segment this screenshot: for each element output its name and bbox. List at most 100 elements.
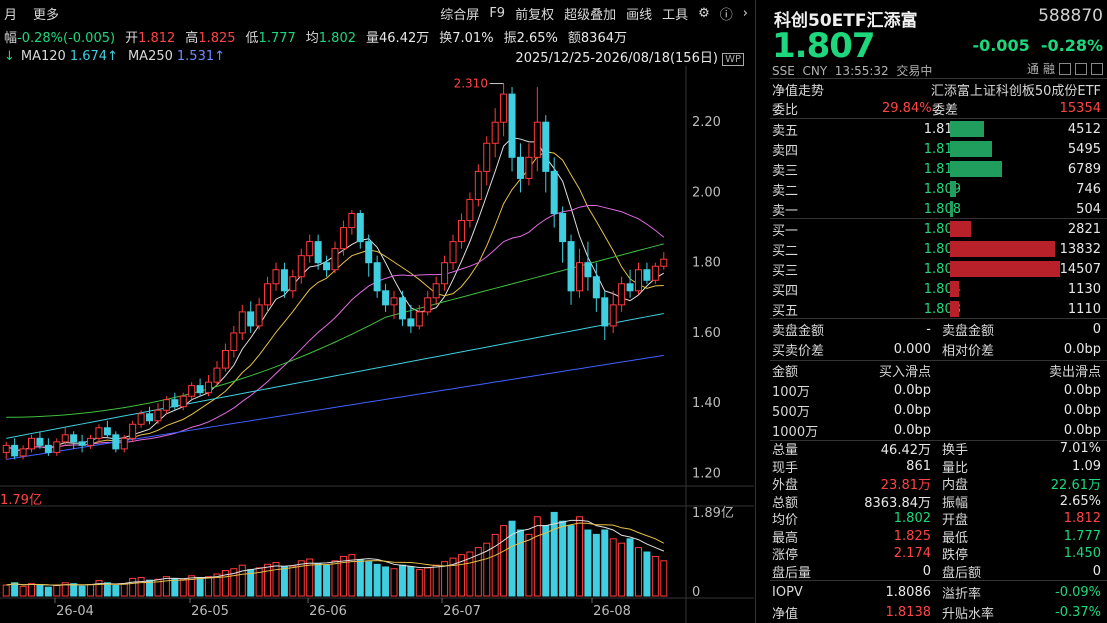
edit-icon[interactable] xyxy=(1059,62,1071,75)
volume-bar xyxy=(457,554,465,597)
volume-bar xyxy=(264,563,272,597)
gear-icon[interactable]: ⚙ xyxy=(698,5,710,21)
asks-level[interactable]: 卖二 1.809 746 xyxy=(772,181,1101,199)
export-icon[interactable]: WP xyxy=(722,52,744,66)
asks-volume-bar xyxy=(950,161,1002,177)
composite-screen-button[interactable]: 综合屏 xyxy=(440,7,480,23)
forward-adjust-button[interactable]: 前复权 xyxy=(515,7,555,23)
f9-button[interactable]: F9 xyxy=(489,5,506,21)
asks-level[interactable]: 卖五 1.812 4512 xyxy=(772,121,1101,139)
volume-bar xyxy=(508,520,516,597)
candle-body xyxy=(592,276,600,299)
stats-row: 总量 46.42万 换手 7.01% xyxy=(772,441,1101,459)
nav-row: 净值走势 汇添富上证科创板50成份ETF xyxy=(772,79,1101,99)
bids-level[interactable]: 买四 1.804 1130 xyxy=(772,281,1101,299)
bids-volume-bar xyxy=(950,281,959,297)
candle-body xyxy=(643,269,651,281)
volume-bar xyxy=(70,583,78,597)
candle-body xyxy=(120,437,128,450)
asks-level[interactable]: 卖四 1.811 5495 xyxy=(772,141,1101,159)
security-code: 588870 xyxy=(1038,6,1103,26)
candle-body xyxy=(255,304,263,327)
candle-body xyxy=(230,332,238,352)
volume-bar xyxy=(154,578,162,597)
volume-bar xyxy=(78,585,86,597)
chart-toolbar: 月 更多 综合屏 F9 前复权 超级叠加 画线 工具 ⚙ ⓘ › xyxy=(0,0,754,26)
volume-bar xyxy=(609,538,617,597)
bids-volume-bar xyxy=(950,261,1060,277)
kline-chart-area: 月 更多 综合屏 F9 前复权 超级叠加 画线 工具 ⚙ ⓘ › 幅-0.28%… xyxy=(0,0,754,623)
date-range[interactable]: 2025/12/25-2026/08/18(156日) WP xyxy=(515,47,744,66)
bids-volume-bar xyxy=(950,301,959,317)
candle-body xyxy=(348,213,356,229)
volume-tick-label: 0 xyxy=(692,585,700,600)
info-item: 开1.812 xyxy=(125,30,176,46)
volume-bar xyxy=(188,575,196,597)
nav-trend-link[interactable]: 净值走势 xyxy=(772,83,825,99)
ma5-line xyxy=(5,137,665,452)
volume-bar xyxy=(44,586,52,597)
more-button[interactable]: 更多 xyxy=(33,7,60,23)
candle-body xyxy=(70,434,78,443)
date-tick-label: 26-07 xyxy=(443,604,481,619)
volume-bar xyxy=(146,579,154,597)
ma120-label: MA120 xyxy=(20,48,66,64)
period-month-button[interactable]: 月 xyxy=(4,7,18,23)
kline-svg[interactable]: 2.20 2.00 1.80 1.60 1.40 1.20 2.310 1.89亿 0 26-04… xyxy=(0,66,754,623)
volume-bar xyxy=(28,583,36,597)
window-icon[interactable] xyxy=(1075,62,1087,75)
ma120-line xyxy=(6,312,664,439)
help-icon[interactable]: ⓘ xyxy=(719,7,733,23)
date-tick-label: 26-05 xyxy=(191,604,229,619)
price-tick-label: 1.60 xyxy=(692,326,721,341)
volume-bar xyxy=(634,547,642,597)
volume-bar xyxy=(584,529,592,597)
volume-bar xyxy=(601,529,609,597)
last-price: 1.807 xyxy=(772,26,876,66)
volume-bar xyxy=(2,584,10,597)
candle-body xyxy=(441,262,449,285)
tools-button[interactable]: 工具 xyxy=(662,7,689,23)
candle-body xyxy=(264,283,272,306)
price-tick-label: 1.20 xyxy=(692,466,721,481)
candle-body xyxy=(390,297,398,306)
stats-row: 最高 1.825 最低 1.777 xyxy=(772,528,1101,546)
super-overlay-button[interactable]: 超级叠加 xyxy=(564,7,617,23)
volume-bar xyxy=(474,547,482,597)
ma120-value: 1.674↑ xyxy=(69,48,118,64)
candle-body xyxy=(550,170,558,215)
iopv-row: 净值 1.8138 升贴水率 -0.37% xyxy=(772,604,1101,622)
candle-body xyxy=(398,297,406,320)
add-icon[interactable] xyxy=(1091,62,1103,75)
draw-line-button[interactable]: 画线 xyxy=(626,7,653,23)
volume-bar xyxy=(103,582,111,597)
volume-bar xyxy=(112,584,120,597)
chevron-right-icon[interactable]: › xyxy=(742,5,748,21)
tag-tong: 通 xyxy=(1026,62,1039,76)
candle-body xyxy=(221,350,229,369)
candle-body xyxy=(280,269,288,292)
volume-bar xyxy=(643,551,651,597)
date-tick-label: 26-08 xyxy=(593,604,631,619)
price-tick-label: 2.20 xyxy=(692,115,721,130)
bids-level[interactable]: 买二 1.806 13832 xyxy=(772,241,1101,259)
volume-bar xyxy=(314,562,322,597)
volume-bar xyxy=(567,525,575,597)
tag-group: 通 融 xyxy=(1027,60,1103,77)
stats-row: 均价 1.802 开盘 1.812 xyxy=(772,511,1101,529)
asks-level[interactable]: 卖一 1.808 504 xyxy=(772,201,1101,219)
bids-level[interactable]: 买五 1.803 1110 xyxy=(772,301,1101,319)
volume-bar xyxy=(533,516,541,597)
bids-level[interactable]: 买一 1.807 2821 xyxy=(772,221,1101,239)
price-tick-label: 1.40 xyxy=(692,396,721,411)
volume-bar xyxy=(95,580,103,597)
candle-body xyxy=(247,311,255,327)
candle-body xyxy=(466,198,474,222)
candle-body xyxy=(146,413,154,422)
volume-bar xyxy=(11,582,19,597)
bids-level[interactable]: 买三 1.805 14507 xyxy=(772,261,1101,279)
iopv-row: IOPV 1.8086 溢折率 -0.09% xyxy=(772,584,1101,602)
candle-body xyxy=(651,265,659,281)
candle-body xyxy=(483,142,491,172)
asks-level[interactable]: 卖三 1.810 6789 xyxy=(772,161,1101,179)
